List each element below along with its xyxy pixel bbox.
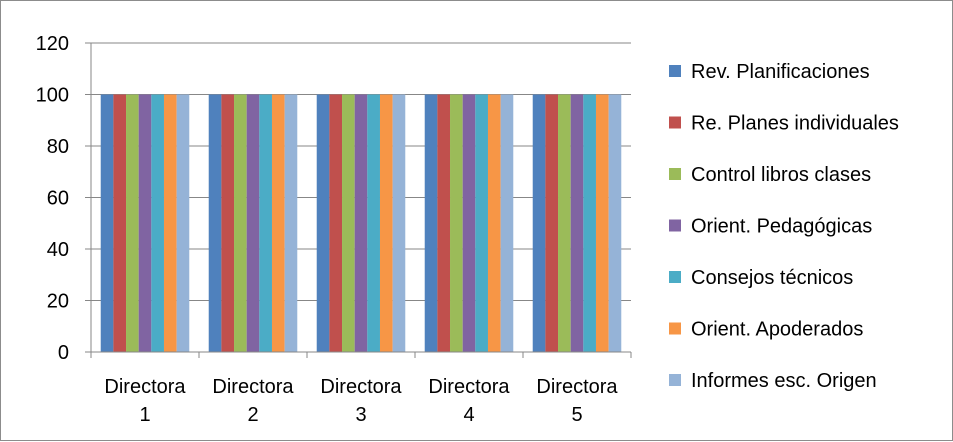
y-tick-label: 40 (47, 239, 69, 261)
bar (259, 94, 272, 352)
x-category-label: 4 (463, 404, 474, 426)
x-category-label: Directora (536, 376, 618, 398)
y-tick-label: 0 (58, 342, 69, 364)
y-tick-label: 80 (47, 136, 69, 158)
legend-label: Re. Planes individuales (691, 113, 899, 135)
legend-item: Informes esc. Origen (669, 370, 877, 392)
bar (392, 94, 406, 352)
legend-swatch (669, 116, 681, 129)
legend-item: Orient. Apoderados (669, 319, 863, 341)
bar (462, 94, 476, 352)
legend-label: Informes esc. Origen (691, 370, 877, 392)
bar (316, 94, 330, 352)
bar (475, 94, 488, 352)
bar (271, 94, 285, 352)
bar (176, 94, 190, 352)
bar (138, 94, 152, 352)
legend-swatch (669, 168, 681, 180)
legend-item: Rev. Planificaciones (669, 61, 870, 83)
bar (570, 94, 584, 352)
bar (424, 94, 438, 352)
x-category-labels: Directora 1 Directora 2 Directora 3 Directora 4… (104, 376, 618, 426)
bar (342, 94, 355, 352)
y-tick-label: 120 (36, 33, 69, 55)
bar (221, 94, 235, 352)
bar (532, 94, 546, 352)
bar (151, 94, 164, 352)
x-category-label: Directora (212, 376, 294, 398)
bars (100, 94, 622, 352)
x-category-label: 3 (355, 404, 366, 426)
legend-label: Rev. Planificaciones (691, 61, 870, 83)
x-category-label: 5 (571, 404, 582, 426)
legend: Rev. Planificaciones Re. Planes individua… (669, 61, 899, 392)
bar (379, 94, 393, 352)
y-tick-label: 100 (36, 85, 69, 107)
bar (583, 94, 596, 352)
bar (100, 94, 114, 352)
bar (437, 94, 451, 352)
y-tick-label: 20 (47, 291, 69, 313)
bar (208, 94, 222, 352)
legend-item: Control libros clases (669, 164, 871, 186)
legend-swatch (669, 374, 681, 386)
bar (487, 94, 501, 352)
legend-label: Consejos técnicos (691, 267, 853, 289)
bar (595, 94, 609, 352)
legend-item: Orient. Pedagógicas (669, 216, 872, 238)
bar (367, 94, 380, 352)
legend-swatch (669, 219, 681, 232)
axes (85, 42, 632, 358)
bar (354, 94, 368, 352)
x-category-label: Directora (104, 376, 186, 398)
bar (113, 94, 127, 352)
bar (163, 94, 177, 352)
bar (545, 94, 559, 352)
bar (500, 94, 514, 352)
y-tick-labels: 0 20 40 60 80 100 120 (36, 33, 69, 364)
x-category-label: 2 (247, 404, 258, 426)
bar (608, 94, 622, 352)
legend-swatch (669, 65, 681, 77)
legend-item: Consejos técnicos (669, 267, 853, 289)
legend-label: Orient. Apoderados (691, 319, 863, 341)
legend-label: Orient. Pedagógicas (691, 216, 872, 238)
legend-label: Control libros clases (691, 164, 871, 186)
bar (329, 94, 343, 352)
bar (284, 94, 298, 352)
bar (234, 94, 247, 352)
x-category-label: 1 (139, 404, 150, 426)
legend-item: Re. Planes individuales (669, 113, 899, 135)
bar (558, 94, 571, 352)
legend-swatch (669, 322, 681, 335)
bar (246, 94, 260, 352)
y-tick-label: 60 (47, 188, 69, 210)
legend-swatch (669, 271, 681, 283)
x-category-label: Directora (428, 376, 510, 398)
bar (450, 94, 463, 352)
bar (126, 94, 139, 352)
x-category-label: Directora (320, 376, 402, 398)
